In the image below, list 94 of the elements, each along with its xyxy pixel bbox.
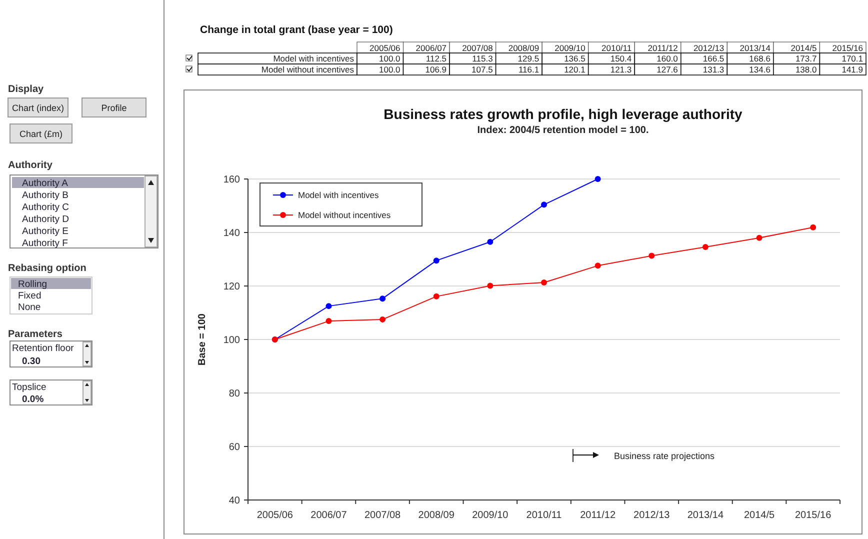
text: Fixed — [18, 290, 42, 302]
text: Parameters — [8, 329, 63, 340]
data-label: 131.3 — [702, 64, 724, 74]
annotation: Business rate projections — [614, 451, 716, 461]
data-label: 106.9 — [425, 64, 447, 74]
y-tick-label: 140 — [223, 228, 240, 239]
x-tick-label: 2006/07 — [416, 43, 447, 53]
text: Profile — [101, 103, 127, 113]
x-tick-label: 2011/12 — [648, 43, 678, 53]
chart-subtitle: Index: 2004/5 retention model = 100. — [477, 125, 649, 136]
x-tick-label: 2013/14 — [687, 510, 724, 521]
point — [380, 296, 386, 302]
x-tick-label: 2008/09 — [508, 43, 540, 53]
data-label: 121.3 — [610, 64, 632, 74]
point — [756, 234, 762, 241]
text: Chart (index) — [12, 103, 64, 113]
x-tick-label: 2015/16 — [832, 43, 864, 53]
y-axis-title: Base = 100 — [197, 313, 208, 366]
data-label: 170.1 — [842, 54, 864, 64]
text: Topslice — [12, 382, 46, 393]
data-label: 138.0 — [795, 64, 817, 74]
x-tick-label: 2014/5 — [790, 43, 817, 53]
x-tick-label: 2009/10 — [554, 43, 586, 53]
legend-label: Model without incentives — [298, 210, 391, 220]
text: Authority B — [22, 190, 68, 201]
x-tick-label: 2009/10 — [472, 510, 509, 521]
x-tick-label: 2013/14 — [740, 43, 771, 53]
x-tick-label: 2010/11 — [602, 43, 632, 53]
chart-title: Change in total grant (base year = 100) — [200, 24, 393, 36]
x-tick-label: 2010/11 — [526, 510, 562, 521]
text: Chart (£m) — [19, 129, 63, 139]
text: Authority D — [22, 214, 70, 225]
text: None — [18, 302, 41, 313]
data-label: 168.6 — [749, 54, 771, 64]
data-label: 120.1 — [564, 64, 586, 74]
data-label: 112.5 — [426, 54, 447, 64]
data-label: 107.5 — [472, 64, 494, 74]
data-label: 173.7 — [795, 54, 817, 64]
point — [433, 293, 440, 300]
point — [594, 262, 601, 269]
x-tick-label: 2007/08 — [462, 43, 494, 53]
chart-title: Business rates growth profile, high leverage authority — [384, 106, 743, 122]
y-tick-label: 80 — [228, 388, 240, 400]
point — [380, 316, 386, 322]
x-tick-label: 2012/13 — [693, 43, 724, 53]
text: Rolling — [18, 279, 48, 290]
x-tick-label: 2005/06 — [370, 43, 401, 53]
data-label: 136.5 — [564, 54, 586, 64]
point — [541, 202, 547, 208]
x-tick-label: 2015/16 — [795, 510, 832, 521]
point — [326, 318, 332, 324]
data-label: 127.6 — [656, 64, 678, 74]
x-tick-label: 2011/12 — [580, 510, 616, 521]
point — [810, 224, 816, 230]
data-label: 116.1 — [518, 64, 540, 74]
text: Display — [8, 84, 44, 95]
point — [326, 303, 332, 310]
x-tick-label: 2008/09 — [418, 510, 455, 521]
x-tick-label: 2012/13 — [634, 510, 670, 521]
text: 0.30 — [22, 356, 40, 367]
text: Authority C — [22, 202, 70, 213]
y-tick-label: 160 — [223, 174, 240, 186]
text: Authority F — [22, 238, 68, 249]
data-label: 100.0 — [378, 64, 401, 74]
data-label: 134.6 — [749, 64, 771, 74]
text: Authority — [8, 160, 53, 171]
x-tick-label: 2014/5 — [744, 510, 775, 521]
y-tick-label: 100 — [223, 335, 240, 346]
data-label: 150.4 — [610, 54, 632, 64]
point — [487, 238, 494, 245]
point — [648, 252, 655, 259]
y-tick-label: 60 — [228, 442, 240, 453]
legend-label: Model with incentives — [298, 190, 379, 200]
data-label: 100.0 — [378, 54, 401, 64]
point — [433, 258, 440, 264]
data-label: 141.9 — [842, 64, 864, 74]
text: 0.0% — [22, 394, 44, 405]
data-label: 129.5 — [518, 54, 540, 64]
text: Retention floor — [12, 343, 74, 354]
y-tick-label: 120 — [223, 282, 240, 292]
text: Authority A — [22, 178, 69, 189]
data-label: 115.3 — [472, 54, 494, 64]
x-tick-label: 2007/08 — [364, 510, 402, 521]
data-label: 160.0 — [656, 54, 678, 64]
x-tick-label: 2005/06 — [256, 510, 294, 521]
point — [487, 282, 494, 289]
data-label: 166.5 — [702, 54, 724, 64]
text: Rebasing option — [8, 263, 86, 274]
text: Authority E — [22, 226, 68, 237]
point — [541, 280, 547, 286]
x-tick-label: 2006/07 — [310, 510, 348, 521]
point — [702, 244, 708, 250]
point — [594, 176, 601, 182]
y-tick-label: 40 — [228, 496, 240, 506]
